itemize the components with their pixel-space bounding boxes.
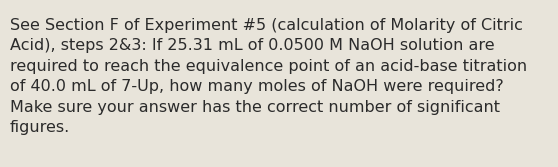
Text: See Section F of Experiment #5 (calculation of Molarity of Citric
Acid), steps 2: See Section F of Experiment #5 (calculat… [10, 18, 527, 135]
